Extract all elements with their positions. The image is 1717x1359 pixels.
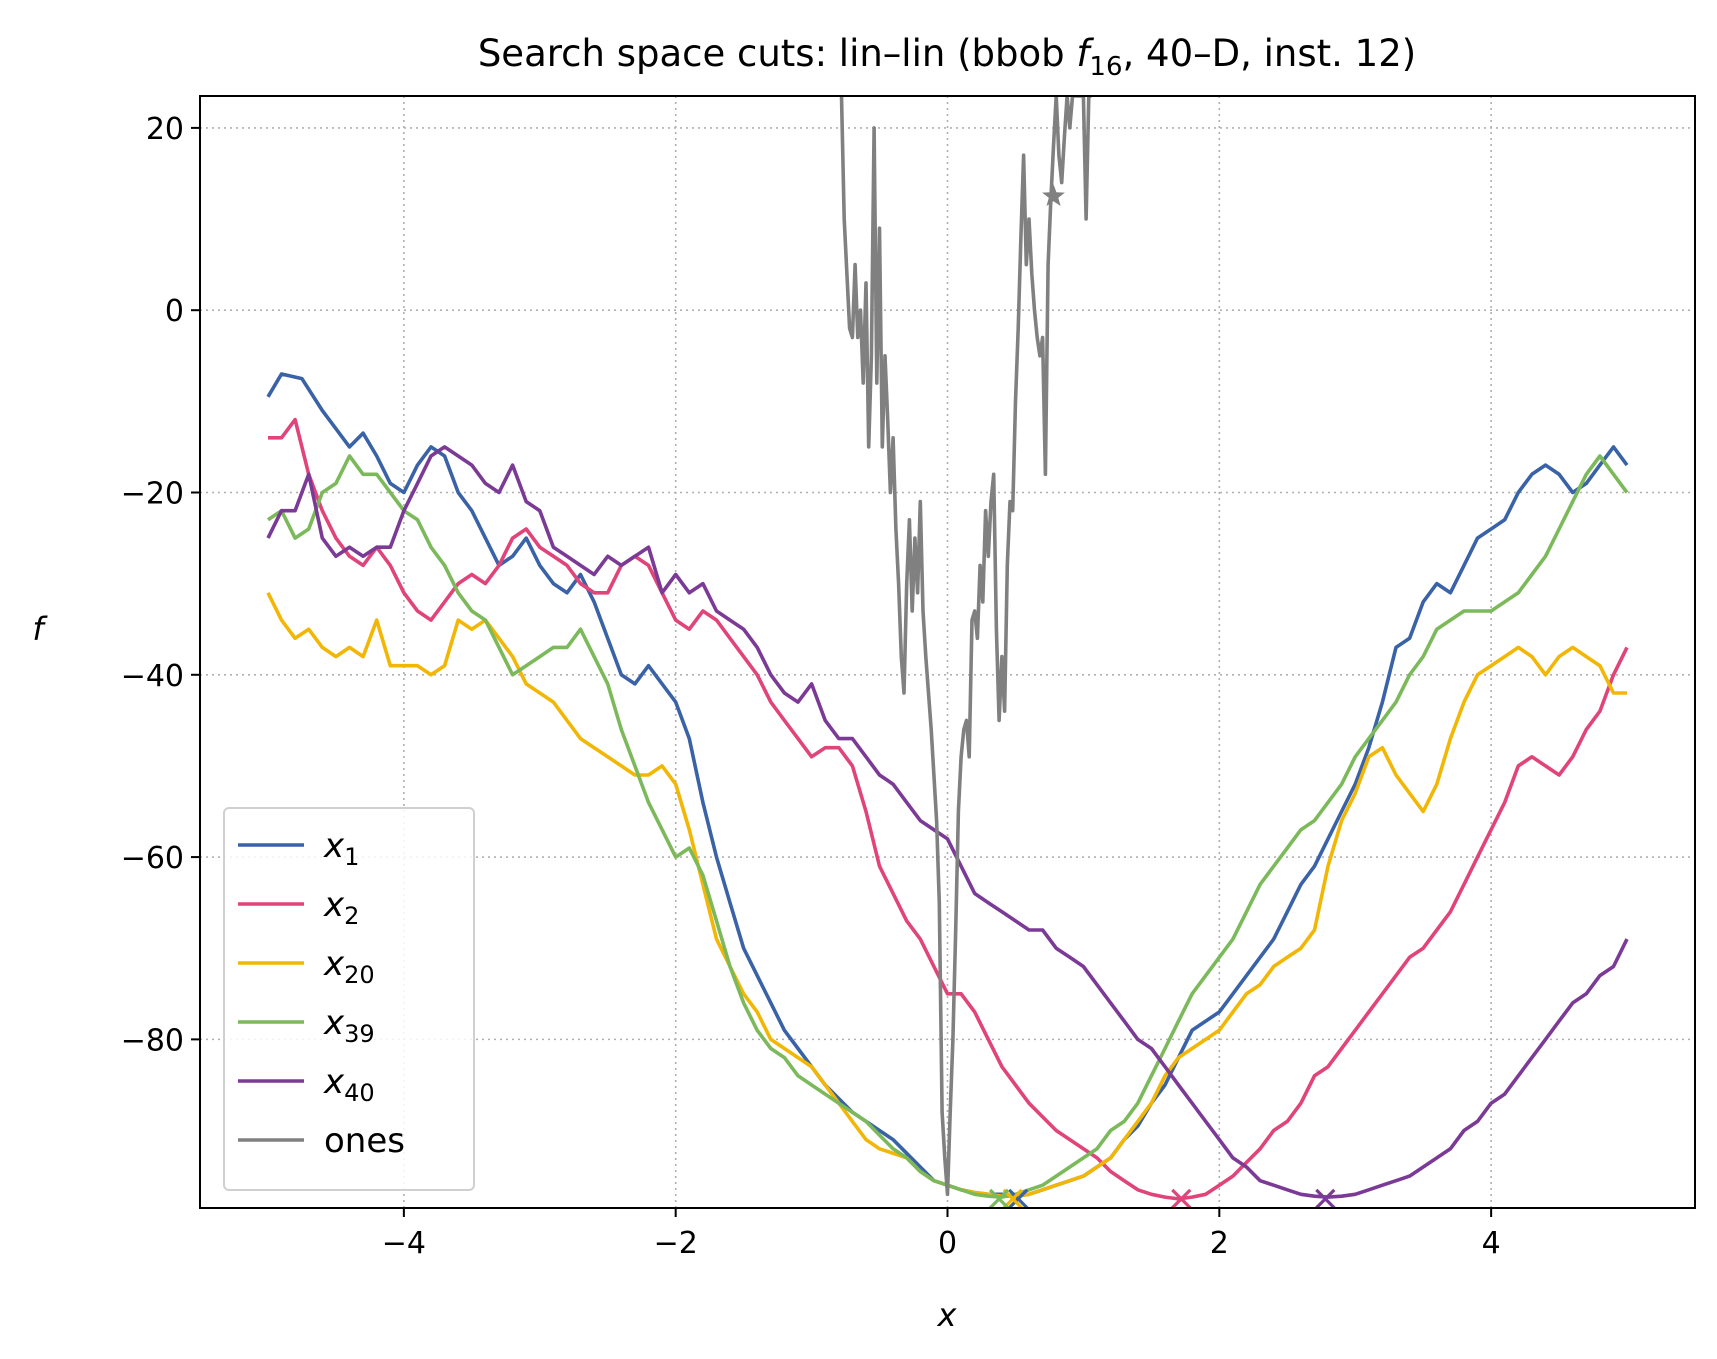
y-tick-label: −20 — [121, 476, 184, 511]
x-tick-label: 4 — [1482, 1226, 1501, 1261]
x-tick-label: −4 — [382, 1226, 426, 1261]
y-tick-label: −40 — [121, 659, 184, 694]
legend-label-x39: x39 — [323, 1003, 375, 1048]
series-layer — [266, 96, 1629, 1201]
legend-label-ones: ones — [324, 1121, 405, 1161]
series-line-x2 — [268, 417, 1629, 1201]
x-axis-label: x — [937, 1296, 958, 1334]
minimum-marker-x1 — [1008, 1188, 1029, 1210]
minimum-marker-x39 — [989, 1188, 1010, 1210]
marker-layer — [989, 184, 1336, 1210]
chart-title: Search space cuts: lin–lin (bbob f16, 40… — [478, 32, 1416, 82]
legend-label-x40: x40 — [323, 1062, 375, 1107]
y-tick-label: 0 — [165, 294, 184, 329]
y-tick-label: −80 — [121, 1023, 184, 1058]
y-axis: −80 −60 −40 −20 0 20 — [121, 112, 200, 1058]
minimum-marker-x40 — [1315, 1188, 1336, 1210]
legend-label-x1: x1 — [323, 826, 359, 871]
legend-label-x2: x2 — [323, 885, 359, 930]
x-axis: −4 −2 0 2 4 — [382, 1208, 1501, 1261]
x-tick-label: 2 — [1210, 1226, 1229, 1261]
star-marker-ones — [1042, 184, 1065, 206]
y-tick-label: 20 — [146, 112, 184, 147]
legend-label-x20: x20 — [323, 944, 375, 989]
series-line-ones — [839, 96, 1092, 1197]
x-tick-label: −2 — [654, 1226, 698, 1261]
minimum-marker-x2 — [1171, 1188, 1192, 1210]
y-tick-label: −60 — [121, 841, 184, 876]
series-line-x40 — [266, 445, 1629, 1199]
legend: x1 x2 x20 x39 x40 ones — [223, 807, 475, 1191]
x-tick-label: 0 — [938, 1226, 957, 1261]
